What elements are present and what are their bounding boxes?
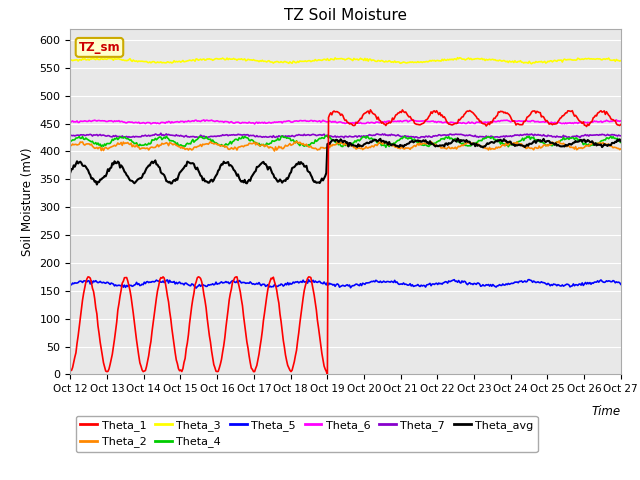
- Theta_2: [67, 143, 74, 148]
- Theta_7: [157, 131, 164, 136]
- Theta_2: [365, 144, 373, 150]
- Theta_3: [328, 56, 335, 62]
- Theta_7: [329, 134, 337, 140]
- Theta_2: [396, 145, 403, 151]
- Theta_4: [67, 139, 74, 144]
- Theta_2: [555, 138, 563, 144]
- Theta_6: [365, 120, 373, 126]
- Theta_2: [271, 148, 278, 154]
- Y-axis label: Soil Moisture (mV): Soil Moisture (mV): [21, 147, 34, 256]
- Theta_5: [192, 285, 200, 291]
- Theta_2: [329, 142, 337, 147]
- Theta_6: [67, 120, 74, 125]
- Theta_1: [396, 108, 404, 114]
- Theta_4: [323, 132, 330, 138]
- Theta_5: [396, 281, 403, 287]
- Theta_1: [332, 109, 340, 115]
- Line: Theta_avg: Theta_avg: [70, 138, 621, 184]
- Theta_avg: [329, 137, 337, 143]
- Line: Theta_6: Theta_6: [70, 120, 621, 124]
- Theta_4: [617, 140, 625, 145]
- Theta_3: [519, 60, 527, 65]
- Line: Theta_5: Theta_5: [70, 280, 621, 288]
- Theta_1: [606, 113, 614, 119]
- Theta_7: [567, 135, 575, 141]
- Theta_avg: [332, 137, 340, 143]
- Theta_6: [251, 121, 259, 127]
- Theta_avg: [606, 142, 614, 148]
- Theta_3: [617, 58, 625, 63]
- Theta_7: [606, 132, 614, 138]
- Theta_2: [332, 142, 340, 147]
- Theta_1: [365, 111, 373, 117]
- Theta_2: [606, 143, 614, 149]
- Theta_avg: [396, 144, 403, 150]
- Theta_7: [617, 133, 625, 139]
- Theta_3: [332, 55, 339, 61]
- Theta_6: [329, 119, 337, 124]
- Line: Theta_4: Theta_4: [70, 135, 621, 147]
- Theta_3: [364, 58, 372, 64]
- Legend: Theta_1, Theta_2, Theta_3, Theta_4, Theta_5, Theta_6, Theta_7, Theta_avg: Theta_1, Theta_2, Theta_3, Theta_4, Thet…: [76, 416, 538, 452]
- Theta_1: [520, 119, 527, 125]
- Theta_4: [606, 134, 614, 140]
- Theta_3: [527, 61, 535, 67]
- Theta_avg: [365, 140, 373, 146]
- Theta_3: [67, 58, 74, 63]
- Theta_avg: [67, 169, 74, 175]
- Theta_6: [605, 119, 612, 124]
- Theta_6: [396, 119, 403, 124]
- Theta_5: [67, 282, 74, 288]
- Text: Time: Time: [591, 405, 621, 418]
- Theta_5: [606, 278, 614, 284]
- Line: Theta_3: Theta_3: [70, 58, 621, 64]
- Theta_6: [332, 120, 340, 125]
- Theta_1: [367, 107, 374, 113]
- Theta_3: [606, 57, 614, 63]
- Theta_avg: [617, 138, 625, 144]
- Theta_6: [612, 117, 620, 123]
- Theta_5: [332, 282, 340, 288]
- Theta_4: [332, 140, 340, 145]
- Theta_4: [329, 137, 337, 143]
- Theta_4: [396, 136, 404, 142]
- Theta_6: [617, 118, 625, 124]
- Theta_4: [520, 138, 527, 144]
- Theta_5: [365, 280, 373, 286]
- Theta_5: [329, 282, 337, 288]
- Theta_7: [332, 134, 340, 140]
- Theta_1: [329, 109, 337, 115]
- Theta_7: [67, 132, 74, 138]
- Theta_5: [617, 281, 625, 287]
- Theta_7: [519, 132, 527, 138]
- Theta_3: [454, 55, 461, 60]
- Theta_1: [67, 367, 74, 373]
- Theta_7: [396, 133, 403, 139]
- Theta_2: [519, 143, 527, 149]
- Line: Theta_1: Theta_1: [70, 110, 621, 374]
- Theta_6: [519, 119, 527, 124]
- Theta_avg: [454, 135, 461, 141]
- Theta_avg: [520, 143, 527, 149]
- Line: Theta_2: Theta_2: [70, 141, 621, 151]
- Theta_avg: [93, 181, 100, 187]
- Theta_7: [365, 132, 373, 138]
- Theta_5: [525, 277, 533, 283]
- Theta_4: [382, 144, 390, 150]
- Text: TZ_sm: TZ_sm: [79, 41, 120, 54]
- Line: Theta_7: Theta_7: [70, 133, 621, 138]
- Theta_5: [519, 279, 527, 285]
- Theta_3: [394, 59, 402, 65]
- Title: TZ Soil Moisture: TZ Soil Moisture: [284, 9, 407, 24]
- Theta_1: [324, 372, 332, 377]
- Theta_2: [617, 146, 625, 152]
- Theta_4: [365, 136, 373, 142]
- Theta_1: [617, 121, 625, 127]
